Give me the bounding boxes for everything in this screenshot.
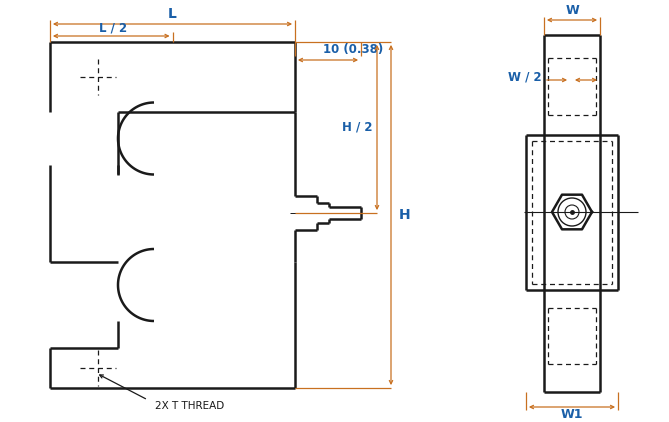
Text: H / 2: H / 2 <box>343 121 373 134</box>
Text: L / 2: L / 2 <box>99 22 127 35</box>
Text: W: W <box>565 3 579 16</box>
Text: 2X T THREAD: 2X T THREAD <box>155 401 224 411</box>
Text: W / 2: W / 2 <box>508 70 542 84</box>
Text: W1: W1 <box>561 408 583 420</box>
Text: L: L <box>168 7 177 21</box>
Text: H: H <box>399 208 411 222</box>
Text: 10 (0.38): 10 (0.38) <box>323 43 383 57</box>
